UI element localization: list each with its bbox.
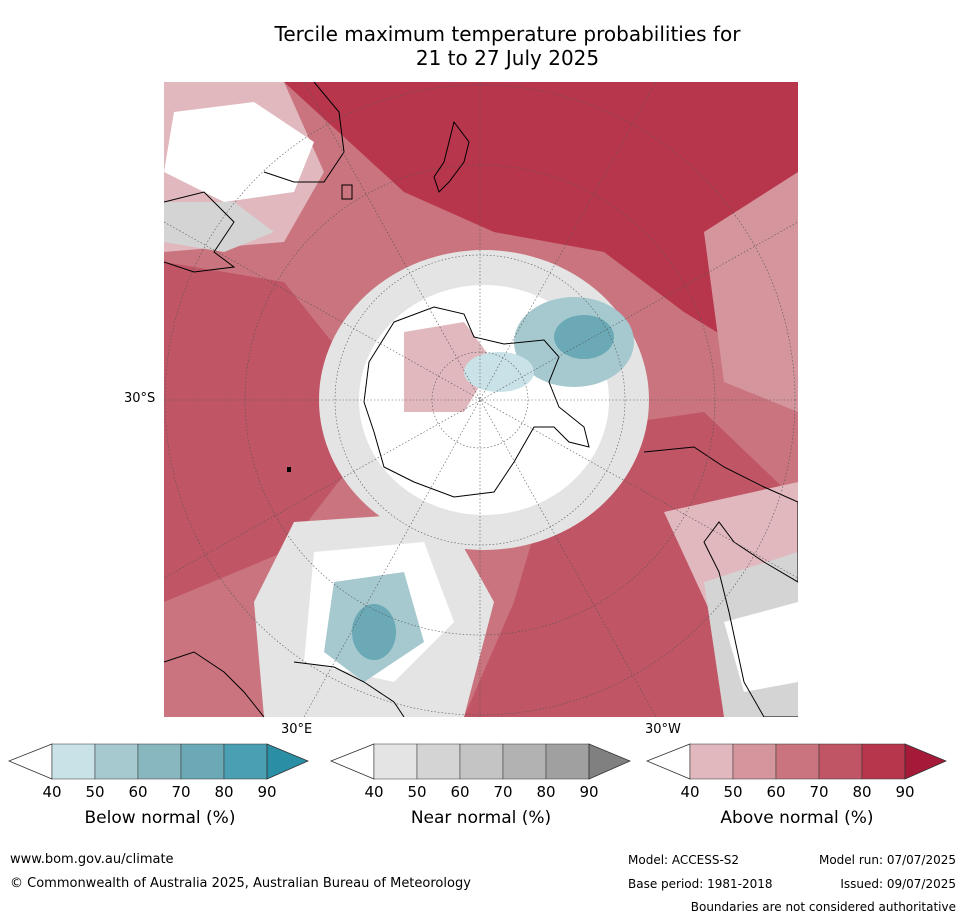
africa-west-outline bbox=[164, 651, 265, 717]
footer-disclaimer: Boundaries are not considered authoritat… bbox=[690, 900, 956, 914]
region-west-above bbox=[164, 262, 364, 602]
colorbar-above-seg-4 bbox=[818, 743, 863, 780]
colorbar-above-tick: 50 bbox=[723, 783, 743, 801]
colorbar-below-seg-2 bbox=[94, 743, 139, 780]
africa-outline bbox=[293, 661, 405, 717]
colorbar-below-seg-5 bbox=[223, 743, 268, 780]
region-east-white bbox=[724, 602, 798, 692]
footer-model: Model: ACCESS-S2 bbox=[628, 853, 740, 867]
colorbar-near-seg-2 bbox=[416, 743, 461, 780]
colorbar-near-arrow-right bbox=[588, 743, 632, 780]
footer-model-run: Model run: 07/07/2025 bbox=[818, 853, 956, 867]
colorbar-below-seg-1 bbox=[51, 743, 96, 780]
colorbar-near-arrow-left bbox=[330, 743, 375, 780]
colorbar-above-tick: 40 bbox=[680, 783, 700, 801]
colorbar-below-arrow-left bbox=[8, 743, 53, 780]
region-below-east-core bbox=[554, 315, 614, 359]
map-title: Tercile maximum temperature probabilitie… bbox=[200, 22, 815, 70]
colorbar-above-seg-2 bbox=[732, 743, 777, 780]
title-line-2: 21 to 27 July 2025 bbox=[415, 46, 600, 70]
island-kerguelen bbox=[287, 467, 291, 472]
footer-url-link[interactable]: www.bom.gov.au/climate bbox=[10, 852, 174, 867]
colorbar-below-tick: 90 bbox=[257, 783, 277, 801]
colorbar-below-seg-4 bbox=[180, 743, 225, 780]
south-america-outline bbox=[643, 446, 798, 717]
region-nw-near bbox=[164, 202, 274, 252]
colorbar-near-tick: 50 bbox=[407, 783, 427, 801]
lon-label-30w: 30°W bbox=[645, 722, 681, 737]
colorbar-below-tick: 60 bbox=[128, 783, 148, 801]
footer-copyright: © Commonwealth of Australia 2025, Austra… bbox=[10, 876, 471, 891]
colorbar-near-tick: 40 bbox=[364, 783, 384, 801]
region-polar-light-above bbox=[404, 322, 494, 412]
title-line-1: Tercile maximum temperature probabilitie… bbox=[274, 22, 741, 46]
graticule-line-5 bbox=[164, 221, 798, 579]
colorbar-above-arrow-left bbox=[646, 743, 691, 780]
region-below-center bbox=[464, 352, 534, 392]
colorbar-above-tick: 60 bbox=[766, 783, 786, 801]
colorbar-above-label: Above normal (%) bbox=[720, 808, 874, 828]
colorbar-near-label: Near normal (%) bbox=[410, 808, 552, 828]
lon-label-30e: 30°E bbox=[281, 722, 313, 737]
footer-base-period: Base period: 1981-2018 bbox=[628, 877, 773, 891]
colorbar-below-tick: 40 bbox=[42, 783, 62, 801]
colorbar-near-tick: 70 bbox=[493, 783, 513, 801]
colorbar-near-seg-4 bbox=[502, 743, 547, 780]
new-zealand-outline bbox=[433, 120, 470, 193]
colorbar-near-tick: 90 bbox=[579, 783, 599, 801]
colorbar-near-seg-5 bbox=[545, 743, 590, 780]
colorbar-near-tick: 80 bbox=[536, 783, 556, 801]
footer-issued: Issued: 09/07/2025 bbox=[840, 877, 956, 891]
colorbar-near-seg-1 bbox=[373, 743, 418, 780]
colorbar-below-tick: 50 bbox=[85, 783, 105, 801]
colorbar-above-seg-3 bbox=[775, 743, 820, 780]
colorbar-above-tick: 90 bbox=[895, 783, 915, 801]
region-northeast-above bbox=[284, 82, 798, 382]
colorbar-near-normal bbox=[330, 743, 632, 780]
graticule-line-6 bbox=[164, 221, 798, 579]
colorbar-below-tick: 70 bbox=[171, 783, 191, 801]
colorbar-near-tick: 60 bbox=[450, 783, 470, 801]
region-south-below-core bbox=[352, 604, 396, 660]
colorbar-above-tick: 80 bbox=[852, 783, 872, 801]
colorbar-above-arrow-right bbox=[904, 743, 948, 780]
colorbar-below-arrow-right bbox=[266, 743, 310, 780]
colorbar-near-seg-3 bbox=[459, 743, 504, 780]
region-nw-white bbox=[164, 102, 314, 202]
region-east-light bbox=[704, 172, 798, 412]
colorbar-above-seg-5 bbox=[861, 743, 906, 780]
colorbar-below-normal bbox=[8, 743, 310, 780]
australia-north-outline bbox=[263, 82, 345, 183]
colorbar-above-tick: 70 bbox=[809, 783, 829, 801]
colorbar-above-normal bbox=[646, 743, 948, 780]
colorbar-below-tick: 80 bbox=[214, 783, 234, 801]
probability-map bbox=[164, 82, 798, 717]
island-tasmania bbox=[341, 184, 353, 200]
antarctica-outline bbox=[363, 306, 590, 498]
australia-outline bbox=[164, 191, 236, 273]
lat-label-30s: 30°S bbox=[124, 391, 156, 406]
colorbar-below-seg-3 bbox=[137, 743, 182, 780]
colorbar-above-seg-1 bbox=[689, 743, 734, 780]
colorbar-below-label: Below normal (%) bbox=[84, 808, 236, 828]
